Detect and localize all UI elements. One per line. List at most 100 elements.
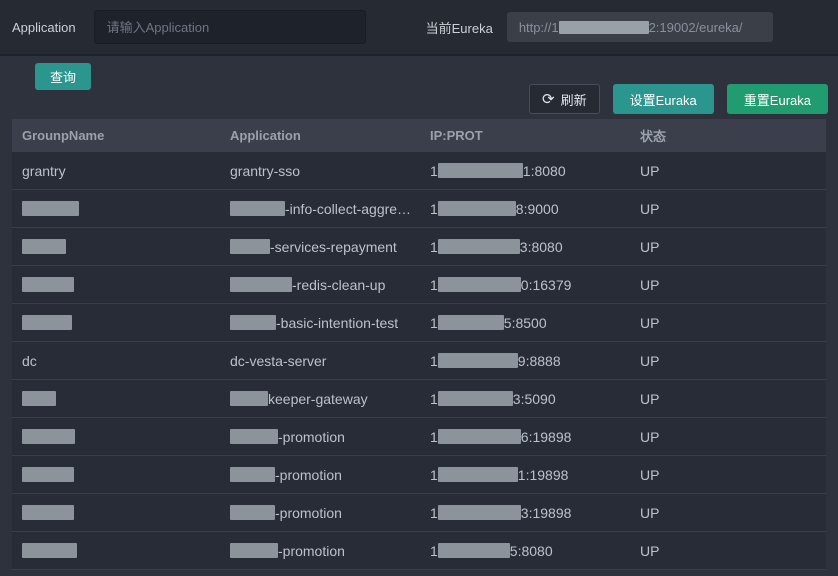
- app-cell: -services-repayment: [220, 239, 420, 255]
- refresh-label: 刷新: [560, 92, 587, 108]
- cell-text: -redis-clean-up: [292, 276, 386, 293]
- cell-text: -services-repayment: [270, 238, 397, 255]
- status-cell: UP: [640, 162, 660, 179]
- status-cell: UP: [640, 390, 660, 407]
- cell-text: 5:8500: [503, 314, 547, 331]
- column-header: GrounpName: [22, 128, 105, 143]
- redacted-text: [558, 20, 649, 34]
- ip-cell: 1 6:19898: [420, 429, 630, 445]
- cell-text: -promotion: [278, 428, 345, 445]
- redacted-text: [437, 315, 504, 330]
- table-row: -promotion 1 5:8080 UP: [12, 532, 826, 570]
- group-cell: [12, 277, 220, 292]
- redacted-text: [437, 467, 518, 482]
- eureka-url-input[interactable]: http://1 2:19002/eureka/: [506, 12, 773, 42]
- group-cell: [12, 391, 220, 406]
- redacted-text: [437, 505, 521, 520]
- table-row: -redis-clean-up 1 0:16379 UP: [12, 266, 826, 304]
- cell-text: 1: [430, 352, 438, 369]
- cell-text: 5:8080: [509, 542, 553, 559]
- table-row: grantry grantry-sso 1 1:8080 UP: [12, 152, 826, 190]
- cell-text: 1: [430, 200, 438, 217]
- status-cell: UP: [640, 542, 660, 559]
- status-cell: UP: [640, 276, 660, 293]
- group-cell: [12, 505, 220, 520]
- query-button[interactable]: 查询: [35, 63, 92, 90]
- cell-text: 1: [430, 542, 438, 559]
- status-cell: UP: [640, 352, 660, 369]
- app-cell: -info-collect-aggre…: [220, 201, 420, 217]
- table-row: -basic-intention-test 1 5:8500 UP: [12, 304, 826, 342]
- table-body: grantry grantry-sso 1 1:8080 UP -info-collect…: [12, 152, 826, 570]
- refresh-button[interactable]: ⟳ 刷新: [529, 84, 600, 114]
- cell-text: 8:9000: [515, 200, 559, 217]
- cell-text: 1:8080: [522, 162, 566, 179]
- redacted-text: [437, 239, 520, 254]
- ip-cell: 1 8:9000: [420, 201, 630, 217]
- redacted-text: [437, 201, 516, 216]
- reset-eureka-button[interactable]: 重置Euraka: [726, 84, 828, 114]
- cell-text: 1: [430, 162, 438, 179]
- redacted-text: [22, 315, 72, 330]
- cell-text: 1:19898: [517, 466, 569, 483]
- redacted-text: [230, 429, 278, 444]
- redacted-text: [230, 391, 268, 406]
- application-input[interactable]: [93, 10, 366, 44]
- cell-text: 1: [430, 276, 438, 293]
- redacted-text: [437, 163, 523, 178]
- cell-text: grantry: [22, 162, 66, 179]
- table-row: -promotion 1 1:19898 UP: [12, 456, 826, 494]
- table-row: -services-repayment 1 3:8080 UP: [12, 228, 826, 266]
- app-cell: -promotion: [220, 543, 420, 559]
- cell-text: 3:5090: [512, 390, 556, 407]
- status-cell: UP: [640, 428, 660, 445]
- app-cell: -promotion: [220, 467, 420, 483]
- redacted-text: [230, 467, 275, 482]
- redacted-text: [22, 505, 74, 520]
- cell-text: -promotion: [278, 542, 345, 559]
- cell-text: -info-collect-aggre…: [285, 200, 412, 217]
- top-bar: Application 当前Eureka http://1 2:19002/eur…: [0, 0, 838, 56]
- set-eureka-button[interactable]: 设置Euraka: [612, 84, 714, 114]
- column-header: 状态: [640, 129, 667, 144]
- redacted-text: [22, 543, 77, 558]
- table-row: -promotion 1 6:19898 UP: [12, 418, 826, 456]
- app-cell: -redis-clean-up: [220, 277, 420, 293]
- redacted-text: [230, 277, 292, 292]
- group-cell: dc: [12, 353, 220, 369]
- redacted-text: [437, 277, 521, 292]
- status-cell: UP: [640, 200, 660, 217]
- status-cell: UP: [640, 466, 660, 483]
- ip-cell: 1 9:8888: [420, 353, 630, 369]
- cell-text: 1: [430, 238, 438, 255]
- group-cell: [12, 315, 220, 330]
- group-cell: [12, 239, 220, 254]
- action-buttons: ⟳ 刷新 设置Euraka 重置Euraka: [529, 84, 828, 114]
- cell-text: -basic-intention-test: [276, 314, 399, 331]
- column-header: IP:PROT: [430, 128, 483, 143]
- redacted-text: [22, 467, 74, 482]
- status-cell: UP: [640, 238, 660, 255]
- redacted-text: [230, 201, 285, 216]
- application-label: Application: [12, 19, 76, 35]
- cell-text: grantry-sso: [230, 162, 301, 179]
- app-cell: grantry-sso: [220, 163, 420, 179]
- group-cell: [12, 429, 220, 444]
- table-row: dc dc-vesta-server 1 9:8888 UP: [12, 342, 826, 380]
- cell-text: 1: [430, 504, 438, 521]
- redacted-text: [437, 429, 521, 444]
- app-cell: keeper-gateway: [220, 391, 420, 407]
- cell-text: 1: [430, 466, 438, 483]
- redacted-text: [22, 277, 74, 292]
- ip-cell: 1 5:8500: [420, 315, 630, 331]
- cell-text: 3:19898: [520, 504, 572, 521]
- cell-text: 1: [430, 428, 438, 445]
- table-row: -info-collect-aggre… 1 8:9000 UP: [12, 190, 826, 228]
- group-cell: [12, 201, 220, 216]
- ip-cell: 1 1:19898: [420, 467, 630, 483]
- cell-text: 0:16379: [520, 276, 572, 293]
- group-cell: [12, 467, 220, 482]
- table-header-row: GrounpName Application IP:PROT 状态: [12, 119, 826, 152]
- cell-text: -promotion: [275, 504, 342, 521]
